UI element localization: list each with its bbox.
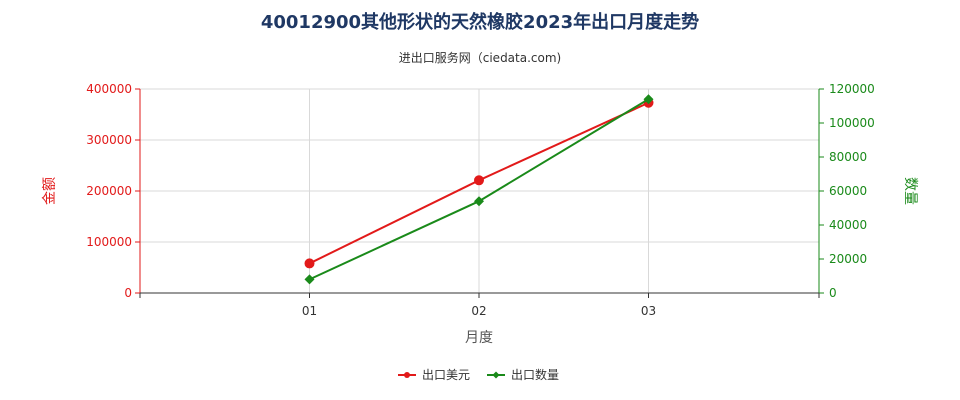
y-tick-label-left: 200000	[86, 184, 132, 198]
y-tick-label-right: 20000	[829, 252, 867, 266]
x-tick-label: 02	[471, 304, 486, 318]
y-tick-label-right: 120000	[829, 82, 875, 96]
legend: 出口美元 出口数量	[398, 367, 559, 382]
y-axis-left-title: 金额	[42, 177, 58, 205]
y-tick-label-left: 300000	[86, 133, 132, 147]
y-tick-label-left: 100000	[86, 235, 132, 249]
x-axis-title: 月度	[465, 330, 493, 346]
legend-label-1: 出口美元	[422, 368, 470, 382]
x-tick-label: 03	[641, 304, 656, 318]
data-point-diamond	[474, 196, 484, 207]
chart-title: 40012900其他形状的天然橡胶2023年出口月度走势	[261, 11, 699, 33]
y-tick-label-right: 100000	[829, 116, 875, 130]
x-tick-label: 01	[302, 304, 317, 318]
legend-label-2: 出口数量	[511, 367, 559, 382]
y-tick-label-right: 80000	[829, 150, 867, 164]
data-point-circle	[304, 258, 315, 269]
data-point-diamond	[304, 274, 315, 285]
y-tick-label-left: 0	[124, 286, 132, 300]
grid	[140, 88, 820, 293]
y-axis-right-title: 数量	[902, 177, 918, 205]
legend-marker-diamond	[492, 371, 500, 379]
data-point-circle	[474, 175, 484, 186]
y-tick-label-right: 60000	[829, 184, 867, 198]
y-tick-label-left: 400000	[86, 82, 132, 96]
axes: 0 100000 200000 300000 400000 0 20000 40000 6000…	[86, 82, 875, 318]
data-point-diamond	[643, 94, 654, 105]
legend-marker-circle	[404, 372, 410, 378]
chart-subtitle: 进出口服务网（ciedata.com)	[399, 50, 561, 65]
series	[304, 94, 654, 285]
y-tick-label-right: 0	[829, 286, 837, 300]
y-tick-label-right: 40000	[829, 218, 867, 232]
